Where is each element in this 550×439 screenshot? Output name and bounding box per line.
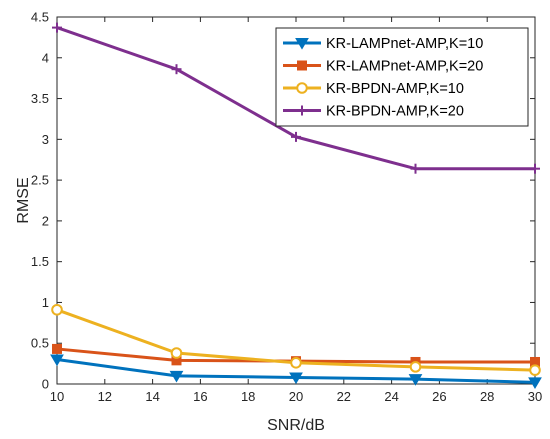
- y-axis-label: RMSE: [15, 177, 32, 223]
- legend-marker: [297, 60, 307, 71]
- data-point: [171, 64, 182, 75]
- series-3: [51, 303, 541, 376]
- data-point: [289, 372, 303, 385]
- y-tick-label: 0: [42, 377, 49, 392]
- data-point: [408, 374, 423, 386]
- data-point: [529, 364, 541, 376]
- x-axis-label: SNR/dB: [267, 417, 325, 434]
- legend-label: KR-LAMPnet-AMP,K=20: [326, 59, 483, 75]
- y-tick-label: 0.5: [31, 336, 49, 351]
- series-layer: [50, 22, 542, 390]
- legend-entry: KR-LAMPnet-AMP,K=10: [283, 36, 483, 52]
- legend-label: KR-BPDN-AMP,K=10: [326, 81, 464, 97]
- data-point: [290, 356, 302, 369]
- data-point: [52, 343, 62, 354]
- x-tick-label: 20: [289, 389, 303, 404]
- data-point: [169, 370, 184, 383]
- x-tick-label: 18: [241, 389, 255, 404]
- x-tick-label: 12: [98, 389, 112, 404]
- legend-label: KR-BPDN-AMP,K=20: [326, 104, 464, 120]
- legend-entry: KR-BPDN-AMP,K=20: [283, 104, 464, 120]
- data-point: [51, 303, 63, 316]
- legend-marker: [297, 105, 307, 116]
- legend-marker: [296, 82, 308, 94]
- legend-entry: KR-LAMPnet-AMP,K=20: [283, 59, 483, 75]
- legend-marker: [295, 38, 309, 50]
- y-tick-label: 3.5: [31, 91, 49, 106]
- y-tick-label: 3: [42, 132, 49, 147]
- x-tick-label: 14: [145, 389, 159, 404]
- data-point: [52, 22, 62, 33]
- legend: KR-LAMPnet-AMP,K=10 KR-LAMPnet-AMP,K=20 KR…: [275, 27, 529, 127]
- y-tick-label: 4: [42, 50, 49, 65]
- data-point: [291, 131, 301, 142]
- x-tick-label: 28: [480, 389, 494, 404]
- x-tick-label: 10: [50, 389, 64, 404]
- series-1: [50, 354, 542, 390]
- y-tick-label: 1.5: [31, 254, 49, 269]
- data-point: [50, 354, 64, 367]
- x-tick-label: 30: [528, 389, 542, 404]
- legend-entry: KR-BPDN-AMP,K=10: [283, 81, 464, 97]
- x-tick-label: 26: [432, 389, 446, 404]
- y-axis: 0 0.5 1 1.5 2 2.5 3 3.5 4 4.5: [31, 10, 535, 392]
- data-point: [530, 163, 540, 174]
- x-tick-label: 16: [193, 389, 207, 404]
- series-4: [52, 22, 540, 174]
- x-tick-label: 24: [384, 389, 398, 404]
- data-point: [410, 163, 421, 174]
- data-point: [170, 347, 183, 359]
- y-tick-label: 2.5: [31, 173, 49, 188]
- data-point: [409, 361, 422, 373]
- legend-label: KR-LAMPnet-AMP,K=10: [326, 36, 483, 52]
- y-tick-label: 1: [42, 295, 49, 310]
- x-tick-label: 22: [337, 389, 351, 404]
- data-point: [528, 377, 542, 390]
- y-tick-label: 4.5: [31, 10, 49, 25]
- y-tick-label: 2: [42, 213, 49, 228]
